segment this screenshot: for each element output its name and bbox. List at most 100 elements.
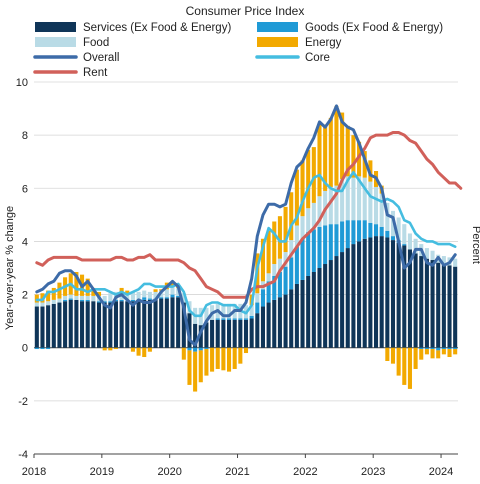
services-bar (204, 322, 209, 348)
food-bar (255, 293, 260, 303)
services-bar (407, 249, 412, 348)
food-bar (51, 299, 56, 304)
food-bar (357, 176, 362, 221)
energy-bar (300, 160, 305, 217)
energy-bar (198, 350, 203, 383)
services-bar (159, 298, 164, 348)
energy-bar (419, 349, 424, 360)
services-bar (102, 302, 107, 348)
energy-bar (210, 347, 215, 372)
goods-bar (204, 347, 209, 350)
energy-bar (407, 347, 412, 389)
food-bar (311, 202, 316, 230)
food-bar (328, 186, 333, 225)
food-bar (136, 291, 141, 300)
energy-bar (34, 294, 39, 303)
goods-bar (424, 347, 429, 350)
y-tick-label: 8 (22, 130, 28, 142)
energy-bar (340, 112, 345, 179)
services-bar (345, 248, 350, 348)
legend-item: Energy (257, 37, 342, 49)
services-bar (430, 260, 435, 348)
services-bar (238, 319, 243, 348)
energy-bar (113, 347, 119, 350)
services-bar (390, 240, 396, 348)
x-tick-label: 2020 (157, 466, 181, 478)
services-bar (328, 260, 333, 348)
services-bar (130, 301, 135, 348)
services-bar (385, 237, 390, 348)
services-bar (125, 301, 130, 348)
energy-bar (317, 124, 322, 197)
services-bar (266, 302, 271, 348)
food-bar (402, 224, 407, 245)
services-bar (136, 301, 141, 348)
legend-swatch (35, 22, 76, 32)
legend-swatch (35, 37, 76, 47)
food-bar (108, 293, 113, 302)
x-tick-label: 2021 (225, 466, 249, 478)
energy-bar (187, 350, 192, 385)
goods-bar (255, 302, 260, 314)
legend-label: Goods (Ex Food & Energy) (305, 22, 443, 34)
services-bar (323, 264, 328, 348)
energy-bar (85, 278, 90, 296)
services-bar (57, 302, 62, 348)
services-bar (255, 313, 260, 348)
food-bar (396, 217, 401, 241)
goods-bar (289, 257, 294, 290)
services-bar (198, 325, 203, 348)
goods-bar (260, 289, 265, 307)
energy-bar (108, 347, 113, 351)
services-bar (80, 301, 85, 348)
services-bar (436, 262, 441, 348)
services-bar (147, 299, 152, 348)
goods-bar (159, 297, 164, 299)
goods-bar (266, 281, 271, 303)
food-bar (345, 176, 350, 221)
goods-bar (193, 347, 198, 352)
goods-bar (34, 347, 39, 350)
services-bar (119, 301, 124, 348)
goods-bar (221, 318, 226, 320)
legend-label: Rent (83, 67, 108, 79)
services-bar (317, 268, 322, 348)
food-bar (74, 295, 79, 300)
goods-bar (130, 299, 135, 302)
legend-label: Core (305, 52, 330, 64)
y-tick-label: -2 (18, 396, 28, 408)
goods-bar (385, 230, 390, 238)
food-bar (266, 273, 271, 282)
legend-label: Food (83, 37, 109, 49)
services-bar (46, 305, 51, 348)
legend-label: Overall (83, 52, 119, 64)
services-bar (51, 303, 56, 348)
food-bar (80, 295, 85, 300)
goods-bar (119, 299, 124, 302)
energy-bar (402, 347, 407, 385)
energy-bar (362, 151, 367, 178)
services-bar (153, 299, 158, 348)
energy-bar (142, 347, 147, 358)
energy-bar (283, 206, 288, 253)
goods-bar (430, 347, 435, 350)
services-bar (232, 319, 237, 348)
goods-bar (176, 295, 181, 298)
services-bar (447, 265, 452, 348)
energy-bar (243, 347, 249, 354)
goods-bar (198, 347, 203, 351)
food-bar (153, 291, 158, 299)
y-tick-label: 2 (22, 290, 28, 302)
goods-bar (334, 224, 339, 257)
goods-bar (238, 318, 243, 320)
services-bar (68, 299, 73, 348)
energy-bar (136, 347, 141, 356)
services-bar (243, 319, 249, 348)
chart-title: Consumer Price Index (186, 4, 305, 18)
legend-item: Overall (33, 52, 119, 64)
y-axis-label: Year-over-year % change (4, 206, 16, 330)
energy-bar (221, 347, 226, 371)
goods-bar (46, 347, 51, 350)
services-bar (170, 297, 175, 348)
services-bar (306, 275, 311, 348)
